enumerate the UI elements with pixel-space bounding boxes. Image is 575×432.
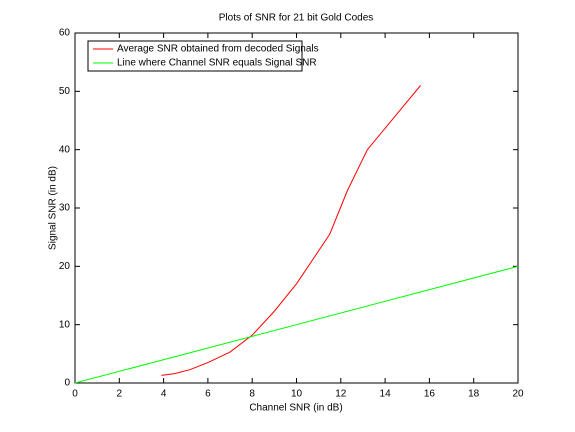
y-tick-label: 50 — [59, 86, 71, 97]
x-tick-label: 8 — [249, 389, 255, 400]
legend-label: Average SNR obtained from decoded Signal… — [117, 44, 319, 55]
chart-title: Plots of SNR for 21 bit Gold Codes — [219, 13, 374, 24]
y-tick-label: 30 — [59, 203, 71, 214]
x-axis-label: Channel SNR (in dB) — [249, 403, 342, 414]
y-tick-label: 40 — [59, 144, 71, 155]
x-tick-label: 4 — [161, 389, 167, 400]
line-series — [161, 85, 421, 376]
x-tick-label: 0 — [72, 389, 78, 400]
line-series — [74, 265, 519, 384]
y-tick-label: 0 — [64, 378, 70, 389]
x-tick-label: 12 — [335, 389, 347, 400]
y-tick-label: 10 — [59, 319, 71, 330]
x-tick-label: 20 — [512, 389, 524, 400]
plot-frame — [74, 32, 519, 384]
x-tick-label: 2 — [117, 389, 123, 400]
x-tick-label: 18 — [468, 389, 480, 400]
x-tick-label: 14 — [380, 389, 392, 400]
x-tick-label: 10 — [291, 389, 303, 400]
y-axis-label: Signal SNR (in dB) — [48, 166, 59, 250]
x-tick-label: 16 — [424, 389, 436, 400]
legend-label: Line where Channel SNR equals Signal SNR — [117, 58, 317, 69]
y-tick-label: 20 — [59, 261, 71, 272]
y-tick-label: 60 — [59, 28, 71, 39]
legend-box — [87, 40, 303, 72]
x-tick-label: 6 — [205, 389, 211, 400]
